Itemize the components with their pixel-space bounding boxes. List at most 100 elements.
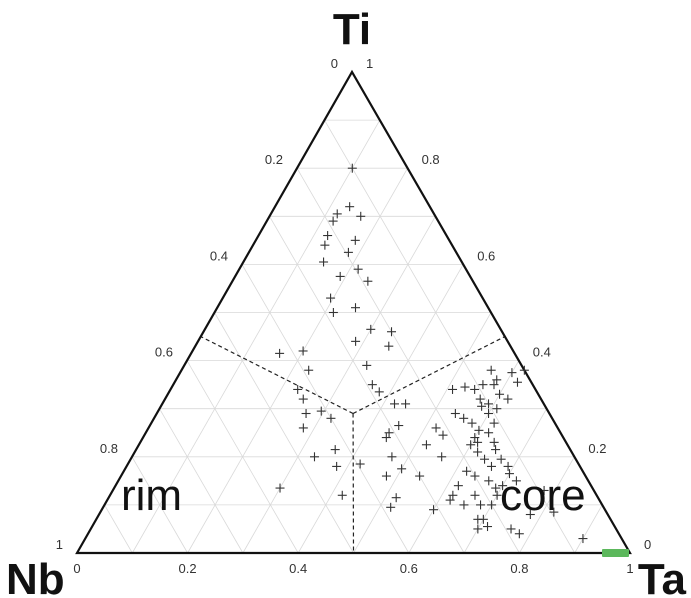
data-point — [394, 421, 404, 431]
data-point — [460, 382, 470, 392]
data-point — [320, 240, 330, 250]
data-point — [504, 469, 514, 479]
data-points — [275, 163, 588, 544]
data-point — [316, 406, 326, 416]
data-point — [390, 399, 400, 409]
data-point — [473, 447, 483, 457]
data-point — [467, 418, 477, 428]
tick-label-left: 0.6 — [155, 345, 173, 360]
region-label-core: core — [500, 471, 586, 520]
data-point — [473, 437, 483, 447]
data-point — [330, 445, 340, 455]
data-point — [397, 464, 407, 474]
tick-label-bottom: 0.4 — [289, 561, 307, 576]
data-point — [345, 202, 355, 212]
data-point — [384, 428, 394, 438]
data-point — [487, 500, 497, 510]
data-point — [478, 514, 488, 524]
data-point — [549, 507, 559, 517]
data-point — [351, 303, 360, 313]
vertex-label-nb: Nb — [6, 555, 65, 598]
data-point — [514, 529, 524, 539]
data-point — [462, 466, 472, 476]
region-label-rim: rim — [121, 471, 182, 520]
data-point — [366, 324, 376, 334]
data-point — [445, 495, 455, 505]
tick-label-left: 0.8 — [100, 441, 118, 456]
data-point — [466, 440, 476, 450]
grid-line-nb — [214, 312, 354, 554]
data-point — [309, 452, 319, 462]
data-point — [483, 522, 493, 532]
data-point — [298, 423, 308, 433]
data-point — [489, 380, 499, 390]
data-point — [484, 428, 494, 438]
data-point — [484, 476, 494, 486]
data-point — [438, 430, 448, 440]
data-point — [421, 440, 431, 450]
data-point — [391, 493, 401, 503]
tick-label-right: 0.6 — [477, 248, 495, 263]
tick-label-right: 1 — [366, 56, 373, 71]
data-point — [492, 404, 502, 414]
grid-line-ta — [519, 456, 575, 554]
data-point — [415, 471, 425, 481]
data-point — [484, 409, 494, 419]
data-point — [525, 510, 535, 520]
data-point — [512, 377, 522, 387]
data-point — [498, 481, 508, 491]
region-boundaries — [200, 336, 506, 554]
data-point — [476, 500, 486, 510]
data-point — [332, 461, 342, 471]
data-point — [489, 437, 499, 447]
tick-label-right: 0 — [644, 537, 651, 552]
tick-label-bottom: 0.8 — [510, 561, 528, 576]
tick-label-left: 0.4 — [210, 248, 228, 263]
data-point — [381, 471, 391, 481]
data-point — [298, 346, 308, 356]
grid-line-nb — [269, 216, 465, 554]
tick-label-right: 0.4 — [533, 345, 551, 360]
data-point — [503, 394, 513, 404]
triangle-outline — [75, 69, 632, 555]
data-point — [478, 380, 488, 390]
data-point — [374, 387, 384, 397]
data-point — [539, 485, 549, 495]
data-point — [347, 163, 357, 173]
data-point — [386, 502, 396, 512]
data-point — [437, 452, 447, 462]
grid-line-nb — [104, 504, 133, 554]
data-point — [453, 481, 463, 491]
data-point — [480, 454, 490, 464]
data-point — [362, 360, 372, 370]
data-point — [293, 384, 303, 394]
data-point — [356, 211, 366, 221]
data-point — [326, 413, 336, 423]
data-point — [459, 500, 469, 510]
data-point — [275, 348, 285, 358]
data-point — [351, 336, 361, 346]
grid-line-nb — [186, 360, 299, 554]
data-point — [507, 368, 517, 378]
data-point — [484, 399, 494, 409]
data-point — [470, 433, 480, 443]
data-point — [503, 461, 513, 471]
data-point — [387, 327, 397, 337]
data-point — [343, 247, 353, 257]
data-point — [486, 365, 496, 375]
grid-line-ta — [408, 360, 520, 554]
tick-label-left: 1 — [56, 537, 63, 552]
data-point — [323, 231, 333, 241]
grid-lines — [104, 119, 603, 554]
data-point — [511, 476, 521, 486]
tick-label-bottom: 0.2 — [179, 561, 197, 576]
data-point — [353, 264, 363, 274]
region-boundary-line — [352, 336, 506, 415]
grid-line-ta — [131, 119, 381, 554]
data-point — [578, 534, 588, 544]
data-point — [506, 524, 516, 534]
data-point — [486, 461, 496, 471]
data-point — [492, 375, 502, 385]
data-point — [470, 471, 480, 481]
data-point — [475, 394, 485, 404]
